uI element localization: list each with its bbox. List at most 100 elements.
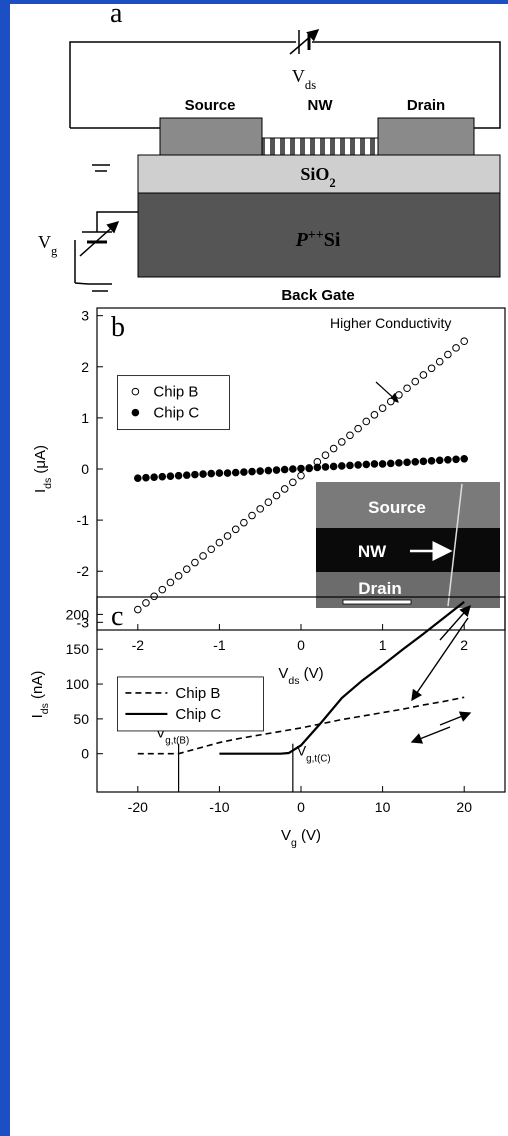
- data-point: [297, 471, 305, 480]
- data-point: [435, 357, 444, 366]
- data-point: [338, 438, 346, 446]
- data-point: [174, 471, 183, 480]
- y-tick-label: -2: [77, 563, 90, 579]
- data-point: [452, 344, 460, 352]
- text-part: (V): [297, 827, 321, 844]
- text-part: 2: [329, 176, 335, 190]
- data-point: [215, 469, 224, 477]
- substrate-label: P++Si: [295, 228, 341, 252]
- y-tick-label: -1: [77, 512, 90, 528]
- inset-nw: [316, 528, 500, 572]
- data-point: [403, 458, 411, 467]
- data-point: [182, 565, 191, 573]
- data-point: [444, 456, 452, 464]
- text-part: V: [297, 743, 307, 759]
- data-point: [354, 424, 362, 433]
- x-tick-label: -20: [128, 799, 148, 815]
- data-point: [370, 460, 379, 468]
- data-point: [411, 377, 420, 386]
- data-point: [280, 465, 289, 474]
- data-point: [386, 397, 395, 406]
- sio2-layer: [137, 154, 501, 194]
- panel-label: c: [111, 601, 123, 632]
- data-point: [199, 470, 207, 478]
- wire: [74, 282, 89, 285]
- drain-label: Drain: [407, 97, 445, 114]
- data-point: [223, 469, 232, 477]
- data-point: [427, 457, 436, 465]
- y-tick-label: 50: [73, 711, 89, 727]
- data-point: [248, 467, 256, 476]
- data-point: [150, 473, 158, 481]
- data-point: [207, 545, 216, 554]
- data-point: [264, 498, 273, 507]
- legend-label: Chip C: [153, 405, 199, 422]
- inset-wire: [447, 483, 463, 607]
- variable-arrow: [289, 29, 320, 55]
- data-point: [378, 460, 387, 468]
- data-point: [134, 605, 142, 614]
- data-point: [419, 371, 428, 379]
- inset: Source NW Drain: [316, 482, 500, 608]
- x-tick-label: 1: [379, 637, 387, 653]
- data-point: [305, 464, 313, 472]
- panel-label: a: [110, 0, 123, 29]
- y-tick-label: 0: [81, 746, 89, 762]
- text-part: V: [38, 232, 51, 252]
- data-point: [182, 471, 191, 479]
- arrow: [439, 711, 472, 726]
- data-point: [134, 474, 142, 483]
- data-point: [395, 391, 403, 399]
- data-point: [191, 558, 199, 567]
- text-part: ds: [305, 78, 316, 92]
- data-point: [370, 411, 379, 419]
- data-point: [444, 350, 452, 359]
- data-point: [280, 485, 289, 493]
- arrow: [410, 726, 451, 744]
- data-point: [289, 465, 297, 473]
- data-point: [223, 532, 232, 540]
- wire: [312, 41, 501, 129]
- data-point: [321, 451, 330, 460]
- text-part: g: [51, 244, 58, 258]
- data-point: [346, 461, 354, 470]
- data-point: [158, 585, 167, 594]
- y-tick-label: 200: [66, 606, 90, 622]
- source-pad: [159, 117, 263, 156]
- data-point: [378, 404, 387, 412]
- sweep-arrows: [410, 604, 472, 744]
- data-point: [231, 468, 240, 477]
- data-point: [289, 478, 297, 487]
- data-point: [272, 466, 281, 474]
- data-line: [219, 601, 465, 755]
- x-tick-label: -10: [209, 799, 229, 815]
- data-point: [346, 431, 354, 440]
- data-point: [411, 458, 420, 466]
- data-point: [427, 364, 436, 373]
- arrow: [439, 604, 471, 641]
- data-point: [452, 455, 460, 464]
- data-point: [460, 454, 469, 463]
- data-point: [199, 552, 207, 560]
- threshold-label: Vg,t(B): [156, 725, 189, 747]
- data-point: [174, 572, 183, 580]
- data-point: [240, 518, 248, 527]
- x-tick-label: 20: [456, 799, 472, 815]
- back-gate-label: Back Gate: [281, 287, 354, 304]
- nw-label: NW: [308, 97, 334, 114]
- source-label: Source: [185, 97, 236, 114]
- data-point: [329, 462, 338, 471]
- data-point: [191, 470, 199, 479]
- data-point: [313, 463, 322, 472]
- data-point: [419, 457, 428, 466]
- legend-swatch: [131, 387, 140, 396]
- schematic: [69, 29, 501, 292]
- data-point: [362, 460, 371, 469]
- text-part: g,t(B): [165, 735, 189, 746]
- wire: [69, 41, 296, 128]
- x-axis-label: Vds (V): [278, 665, 323, 687]
- text-part: g,t(C): [306, 753, 331, 764]
- data-point: [142, 599, 150, 607]
- y-tick-label: 100: [66, 676, 90, 692]
